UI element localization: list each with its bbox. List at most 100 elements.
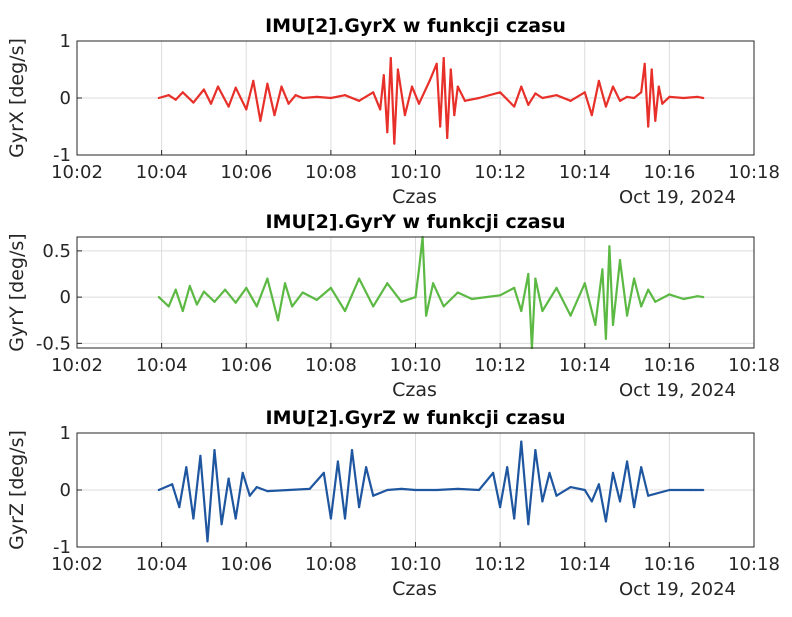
data-point [195,303,198,306]
data-point [449,68,452,71]
data-point [650,68,653,71]
data-point [386,488,389,492]
data-point [400,300,403,303]
data-point [668,293,671,296]
data-point [569,486,572,489]
data-point [290,305,294,308]
data-point [167,94,170,97]
y-axis-label: GyrY [deg/s] [6,233,28,351]
data-point [435,62,438,65]
data-point [470,297,474,301]
data-point [520,85,523,88]
data-point [541,309,544,313]
data-point [702,296,705,299]
data-point [216,85,220,88]
data-point [633,506,636,509]
x-axis-label: Czas [392,379,437,401]
data-point [682,297,685,301]
x-tick-label: 10:12 [474,355,526,376]
data-point [499,294,502,297]
data-point [432,282,435,285]
data-point [477,488,481,492]
data-point [702,96,705,100]
data-point [174,288,177,291]
data-point [534,92,537,95]
data-point [343,94,347,97]
data-point [696,295,699,298]
data-point [266,490,269,493]
data-point [199,454,202,457]
data-point [171,483,174,486]
data-point [417,102,421,105]
data-point [428,79,431,82]
data-point [647,288,650,291]
data-point [583,91,586,94]
data-point [611,471,615,474]
data-point [414,488,417,492]
data-point [647,125,650,128]
data-point [555,94,558,97]
data-point [583,282,586,285]
data-point [382,74,385,77]
data-point [594,323,597,326]
data-point [192,517,195,520]
series-line [158,56,704,145]
data-point [527,103,530,106]
data-point [513,517,516,520]
data-point [611,323,615,326]
data-point [633,277,636,280]
data-point [393,142,396,145]
data-point [192,101,195,104]
data-point [255,305,258,308]
data-point [604,337,608,340]
x-tick-label: 10:08 [305,162,357,183]
data-point [541,96,544,100]
data-point [329,96,332,100]
data-point [227,477,230,480]
data-point [245,286,248,289]
data-point [357,99,361,102]
data-point [435,488,438,492]
x-tick-label: 10:10 [390,162,442,183]
data-point [329,517,332,520]
data-point [513,105,516,108]
x-tick-label: 10:08 [305,554,357,575]
data-point [178,506,181,509]
data-point [597,79,600,82]
data-point [273,114,276,117]
data-point [583,488,586,492]
x-axis-label: Czas [392,186,437,208]
data-point [220,523,223,526]
data-point [647,494,650,497]
data-point [548,471,551,474]
x-tick-label: 10:16 [643,355,695,376]
data-point [379,108,382,111]
data-point [520,309,523,313]
data-point [569,99,572,102]
date-label: Oct 19, 2024 [619,579,736,600]
data-point [315,298,318,301]
data-point [245,108,248,111]
data-point [555,286,558,289]
x-tick-label: 10:02 [51,162,103,183]
data-point [590,114,593,117]
y-tick-label: -1 [53,537,71,558]
data-point [343,309,347,313]
data-point [618,259,622,262]
y-tick-label: 0 [60,287,71,308]
data-point [255,486,258,489]
data-point [410,85,414,88]
chart-title: IMU[2].GyrZ w funkcji czasu [266,407,566,429]
data-point [389,57,392,60]
data-point [283,282,287,285]
data-point [357,506,361,509]
x-tick-label: 10:18 [728,355,780,376]
y-tick-label: 0.5 [42,241,71,262]
data-point [555,494,558,497]
data-point [668,95,671,98]
data-point [604,105,608,108]
data-point [527,272,530,276]
y-axis-label: GyrZ [deg/s] [6,430,28,550]
x-tick-label: 10:14 [559,554,611,575]
